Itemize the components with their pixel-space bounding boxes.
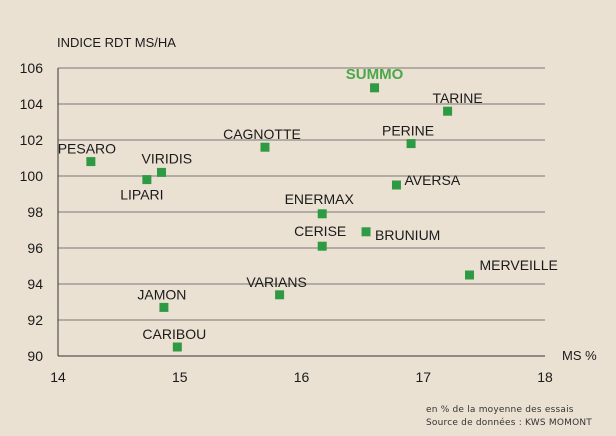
note-source: Source de données : KWS MOMONT — [426, 418, 593, 428]
marker-varians — [275, 290, 285, 300]
label-perine: PERINE — [382, 123, 434, 139]
y-tick-104: 104 — [20, 96, 44, 112]
label-cerise: CERISE — [294, 223, 346, 239]
point-varians: VARIANS — [246, 274, 307, 300]
marker-merveille — [465, 270, 475, 280]
point-enermax: ENERMAX — [285, 191, 355, 219]
x-tick-14: 14 — [50, 369, 66, 385]
y-tick-96: 96 — [27, 240, 43, 256]
marker-perine — [406, 139, 416, 149]
marker-cagnotte — [260, 142, 270, 152]
point-viridis: VIRIDIS — [141, 150, 192, 177]
y-tick-102: 102 — [20, 132, 44, 148]
marker-viridis — [156, 167, 166, 177]
label-cagnotte: CAGNOTTE — [223, 126, 301, 142]
label-lipari: LIPARI — [120, 187, 163, 203]
label-merveille: MERVEILLE — [480, 257, 558, 273]
y-tick-106: 106 — [20, 60, 44, 76]
marker-aversa — [391, 180, 401, 190]
marker-pesaro — [86, 157, 96, 167]
marker-caribou — [172, 342, 182, 352]
point-pesaro: PESARO — [58, 141, 116, 167]
marker-enermax — [317, 209, 327, 219]
x-axis-label: MS % — [562, 348, 597, 363]
point-caribou: CARIBOU — [142, 326, 206, 352]
x-tick-15: 15 — [172, 369, 188, 385]
point-merveille: MERVEILLE — [465, 257, 558, 280]
point-tarine: TARINE — [432, 90, 483, 116]
y-tick-labels: 90 92 94 96 98 100 102 104 106 — [20, 60, 44, 364]
point-jamon: JAMON — [137, 286, 186, 312]
point-perine: PERINE — [382, 123, 434, 149]
y-tick-90: 90 — [27, 348, 43, 364]
label-brunium: BRUNIUM — [375, 227, 440, 243]
y-tick-92: 92 — [27, 312, 43, 328]
y-tick-100: 100 — [20, 168, 44, 184]
marker-cerise — [317, 241, 327, 251]
marker-jamon — [159, 302, 169, 312]
label-pesaro: PESARO — [58, 141, 116, 157]
x-tick-18: 18 — [537, 369, 553, 385]
marker-brunium — [361, 227, 371, 237]
point-cerise: CERISE — [294, 223, 346, 251]
label-jamon: JAMON — [137, 286, 186, 302]
label-viridis: VIRIDIS — [141, 150, 192, 166]
point-aversa: AVERSA — [391, 172, 461, 190]
label-caribou: CARIBOU — [142, 326, 206, 342]
y-tick-98: 98 — [27, 204, 43, 220]
y-tick-94: 94 — [27, 276, 43, 292]
point-lipari: LIPARI — [120, 175, 164, 203]
y-axis-label: INDICE RDT MS/HA — [57, 35, 176, 50]
label-summo: SUMMO — [346, 66, 404, 83]
label-varians: VARIANS — [246, 274, 306, 290]
data-points: SUMMO TARINE PERINE CAGNOTTE PESARO VIRIDIS LI… — [58, 66, 558, 352]
label-tarine: TARINE — [432, 90, 482, 106]
point-cagnotte: CAGNOTTE — [223, 126, 301, 152]
marker-lipari — [142, 175, 152, 185]
x-tick-labels: 14 15 16 17 18 — [50, 369, 553, 385]
point-summo: SUMMO — [346, 66, 404, 93]
point-brunium: BRUNIUM — [361, 227, 440, 243]
x-tick-16: 16 — [294, 369, 310, 385]
marker-tarine — [443, 106, 453, 116]
marker-summo — [370, 83, 380, 93]
grid-lines — [58, 67, 545, 321]
label-enermax: ENERMAX — [285, 191, 355, 207]
note-average: en % de la moyenne des essais — [426, 405, 574, 415]
axes — [57, 68, 545, 357]
label-aversa: AVERSA — [404, 172, 460, 188]
x-tick-17: 17 — [415, 369, 431, 385]
